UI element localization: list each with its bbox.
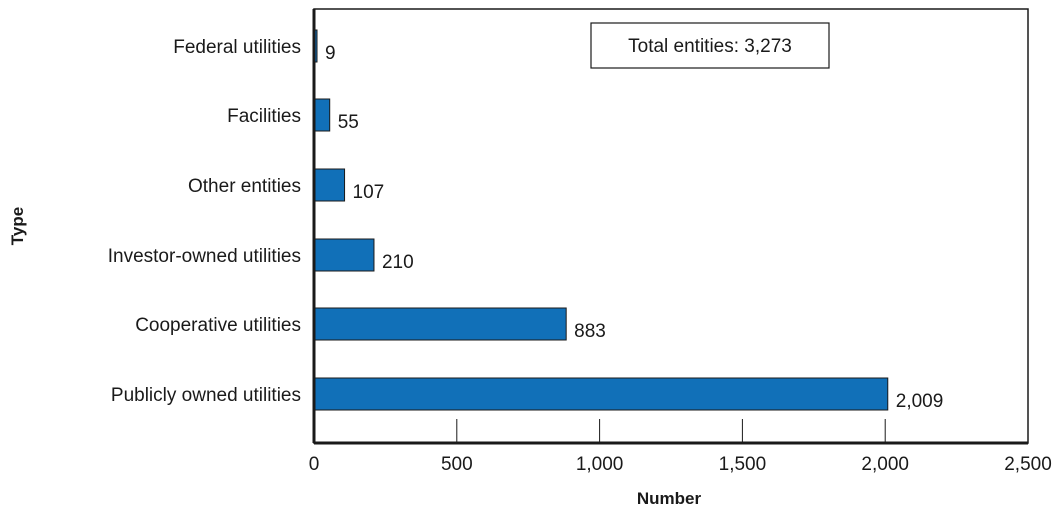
value-label-cooperative-utilities: 883 <box>574 321 606 342</box>
x-tick-label: 0 <box>309 454 320 475</box>
category-label-other-entities: Other entities <box>188 176 301 197</box>
bar-other-entities <box>313 168 346 202</box>
value-label-investor-owned-utilities: 210 <box>382 252 414 273</box>
value-label-facilities: 55 <box>338 112 359 133</box>
y-axis-title: Type <box>8 207 27 245</box>
bar-investor-owned-utilities <box>313 238 375 272</box>
annotation-text: Total entities: 3,273 <box>628 36 792 57</box>
bar-publicly-owned-utilities <box>313 377 889 411</box>
bar-cooperative-utilities <box>313 307 567 341</box>
x-ticks-group: 0 500 1,000 1,500 2,000 2,500 <box>309 419 1052 475</box>
category-label-publicly-owned-utilities: Publicly owned utilities <box>111 385 301 406</box>
x-tick-label: 1,500 <box>719 454 767 475</box>
category-label-cooperative-utilities: Cooperative utilities <box>135 315 301 336</box>
value-labels-group: 9 55 107 210 883 2,009 <box>325 43 943 412</box>
total-annotation: Total entities: 3,273 <box>590 22 830 69</box>
value-label-other-entities: 107 <box>353 182 385 203</box>
value-label-federal-utilities: 9 <box>325 43 336 64</box>
bar-facilities <box>313 98 331 132</box>
bars-group <box>313 29 889 411</box>
x-axis-title: Number <box>637 489 702 508</box>
category-label-investor-owned-utilities: Investor-owned utilities <box>108 246 301 267</box>
category-label-federal-utilities: Federal utilities <box>173 37 301 58</box>
x-tick-label: 2,000 <box>861 454 909 475</box>
x-tick-label: 1,000 <box>576 454 624 475</box>
category-labels-group: Federal utilities Facilities Other entitie… <box>108 37 301 406</box>
x-tick-label: 500 <box>441 454 473 475</box>
value-label-publicly-owned-utilities: 2,009 <box>896 391 944 412</box>
annotation-box <box>590 22 830 69</box>
category-label-facilities: Facilities <box>227 106 301 127</box>
x-tick-label: 2,500 <box>1004 454 1052 475</box>
